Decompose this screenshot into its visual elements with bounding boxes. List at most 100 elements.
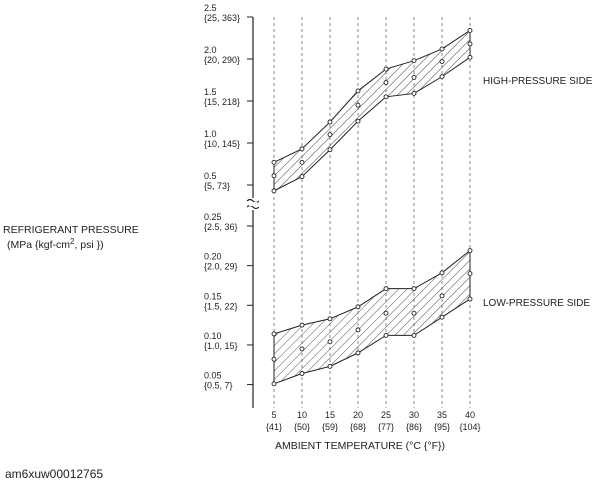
high-middle-point-20 — [355, 102, 361, 108]
low-lower-point-40 — [467, 296, 473, 302]
high-lower-point-30 — [411, 90, 417, 96]
low-y-tick-sub-1: {2.0, 29} — [204, 262, 238, 272]
low-upper-point-10 — [299, 322, 305, 328]
high-middle-point-5 — [271, 173, 277, 179]
low-middle-point-40 — [467, 271, 473, 277]
x-tick-label-5: 30 — [409, 410, 419, 420]
x-tick-sub-6: {95} — [434, 422, 450, 432]
high-lower-point-25 — [383, 94, 389, 100]
y-axis-unit-suffix: , psi }) — [74, 239, 103, 251]
high-lower-point-40 — [467, 54, 473, 60]
high-upper-point-30 — [411, 58, 417, 64]
data-bands — [273, 29, 471, 385]
high-y-tick-label-1: 2.0 — [204, 45, 217, 55]
high-middle-point-10 — [299, 159, 305, 165]
high-upper-point-20 — [355, 88, 361, 94]
high-upper-point-40 — [467, 27, 473, 33]
x-ticks: 5 {41} 10 {50} 15 {59} 20 {68} 25 {77} 30 {86} 35 {95… — [266, 410, 481, 432]
high-middle-point-25 — [383, 80, 389, 85]
low-upper-point-25 — [383, 286, 389, 292]
high-y-tick-sub-3: {10, 145} — [204, 139, 240, 149]
y-axis-unit-superscript: 2 — [70, 237, 75, 246]
x-tick-sub-7: {104} — [459, 422, 480, 432]
low-middle-point-20 — [355, 327, 361, 333]
image-caption: am6xuw00012765 — [5, 467, 104, 481]
low-upper-point-5 — [271, 331, 277, 337]
low-y-tick-sub-2: {1.5, 22} — [204, 301, 238, 311]
high-y-tick-label-0: 2.5 — [204, 3, 217, 13]
high-lower-point-20 — [355, 118, 361, 124]
high-y-tick-label-4: 0.5 — [204, 171, 217, 181]
low-y-tick-label-1: 0.20 — [204, 252, 222, 262]
x-tick-label-3: 20 — [353, 410, 363, 420]
high-y-tick-sub-1: {20, 290} — [204, 55, 240, 65]
y-axis-title-line1: REFRIGERANT PRESSURE — [3, 224, 139, 236]
x-tick-label-2: 15 — [325, 410, 335, 420]
high-middle-point-40 — [467, 41, 473, 47]
high-middle-point-30 — [411, 75, 417, 80]
high-upper-point-5 — [271, 159, 277, 165]
high-upper-point-10 — [299, 146, 305, 152]
low-middle-point-5 — [271, 356, 277, 362]
x-tick-sub-5: {86} — [406, 422, 422, 432]
low-y-tick-label-2: 0.15 — [204, 291, 222, 301]
x-tick-label-1: 10 — [297, 410, 307, 420]
low-middle-point-25 — [383, 310, 389, 316]
low-middle-point-30 — [411, 310, 417, 316]
high-lower-point-15 — [327, 147, 333, 153]
high-upper-point-35 — [439, 46, 445, 52]
x-tick-sub-0: {41} — [266, 422, 282, 432]
low-lower-point-25 — [383, 332, 389, 338]
y-axis-unit-prefix: (MPa {kgf-cm — [7, 239, 70, 251]
x-tick-label-6: 35 — [437, 410, 447, 420]
high-y-tick-sub-0: {25, 363} — [204, 13, 240, 23]
axis-break-gap — [249, 202, 257, 206]
low-y-tick-sub-3: {1.0, 15} — [204, 341, 238, 351]
high-y-tick-label-2: 1.5 — [204, 87, 217, 97]
high-y-tick-sub-4: {5, 73} — [204, 181, 230, 191]
axis-break-icon — [246, 198, 260, 210]
low-upper-point-20 — [355, 304, 361, 310]
high-upper-point-25 — [383, 66, 389, 72]
x-tick-sub-1: {50} — [294, 422, 310, 432]
low-lower-point-5 — [271, 381, 277, 387]
y-ticks: 2.5{25, 363}2.0{20, 290}1.5{15, 218}1.0{… — [204, 3, 253, 391]
high-lower-point-10 — [299, 174, 305, 180]
low-upper-point-35 — [439, 270, 445, 276]
y-axis — [246, 17, 260, 408]
x-tick-label-4: 25 — [381, 410, 391, 420]
high-lower-point-35 — [439, 74, 445, 80]
low-y-tick-label-4: 0.05 — [204, 371, 222, 381]
x-tick-sub-3: {68} — [350, 422, 366, 432]
high-middle-point-15 — [327, 132, 333, 138]
high-upper-point-15 — [327, 119, 333, 125]
low-upper-point-15 — [327, 316, 333, 322]
low-middle-point-10 — [299, 346, 305, 352]
x-tick-sub-4: {77} — [378, 422, 394, 432]
low-y-tick-label-3: 0.10 — [204, 331, 222, 341]
low-upper-point-30 — [411, 286, 417, 292]
low-lower-point-20 — [355, 350, 361, 356]
high-lower-point-5 — [271, 188, 277, 194]
high-pressure-band — [273, 29, 471, 192]
low-lower-point-30 — [411, 332, 417, 338]
low-middle-point-35 — [439, 293, 445, 299]
high-y-tick-label-3: 1.0 — [204, 129, 217, 139]
high-pressure-side-label: HIGH-PRESSURE SIDE — [483, 76, 593, 87]
high-y-tick-sub-2: {15, 218} — [204, 97, 240, 107]
low-middle-point-15 — [327, 339, 333, 345]
x-axis-title: AMBIENT TEMPERATURE (°C {°F}) — [275, 440, 445, 452]
low-y-tick-label-0: 0.25 — [204, 212, 222, 222]
y-axis-title-line2: (MPa {kgf-cm2, psi }) — [7, 237, 104, 251]
low-y-tick-sub-4: {0.5, 7} — [204, 381, 233, 391]
low-lower-point-35 — [439, 314, 445, 320]
data-points — [271, 27, 473, 387]
high-middle-point-35 — [439, 59, 445, 64]
low-y-tick-sub-0: {2.5, 36} — [204, 222, 238, 232]
low-upper-point-40 — [467, 248, 473, 254]
low-pressure-side-label: LOW-PRESSURE SIDE — [483, 298, 590, 309]
low-lower-point-10 — [299, 371, 305, 376]
x-tick-sub-2: {59} — [322, 422, 338, 432]
low-lower-point-15 — [327, 363, 333, 369]
